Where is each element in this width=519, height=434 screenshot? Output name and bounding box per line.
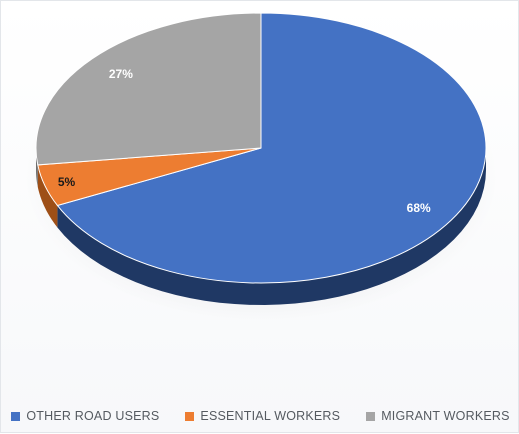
data-label-other-road-users: 68%: [407, 201, 431, 215]
legend-swatch-essential-workers: [185, 411, 195, 421]
legend-item-essential-workers: ESSENTIAL WORKERS: [185, 409, 340, 423]
legend-label-migrant-workers: MIGRANT WORKERS: [381, 409, 510, 423]
pie-slice-other-road-users: [56, 12, 487, 284]
pie-side-essential-workers: [37, 164, 58, 228]
legend-swatch-migrant-workers: [366, 411, 376, 421]
legend: OTHER ROAD USERS ESSENTIAL WORKERS MIGRA…: [1, 409, 519, 423]
legend-item-migrant-workers: MIGRANT WORKERS: [366, 409, 509, 423]
data-label-essential-workers: 5%: [58, 175, 76, 189]
legend-label-essential-workers: ESSENTIAL WORKERS: [200, 409, 341, 423]
pie-side-other-road-users: [57, 148, 486, 305]
pie-slice-migrant-workers: [35, 12, 262, 166]
legend-label-other-road-users: OTHER ROAD USERS: [26, 409, 160, 423]
legend-swatch-other-road-users: [11, 411, 21, 421]
data-label-migrant-workers: 27%: [109, 67, 133, 81]
legend-item-other-road-users: OTHER ROAD USERS: [11, 409, 159, 423]
